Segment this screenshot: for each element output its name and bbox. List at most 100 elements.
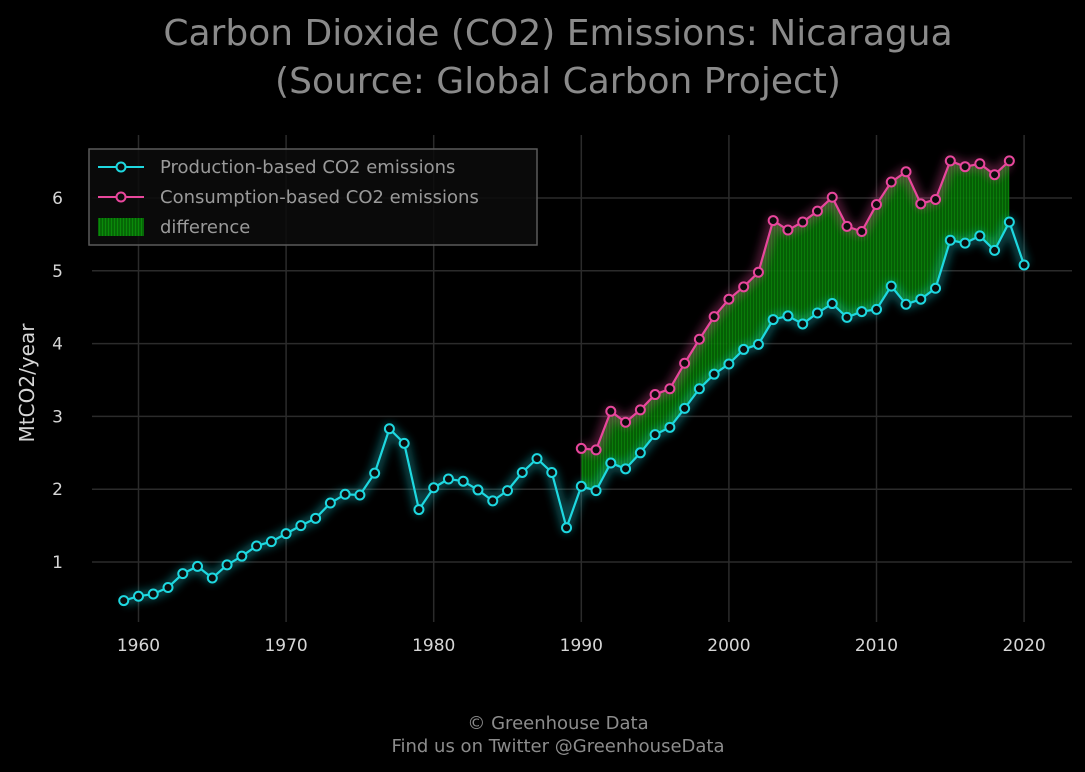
production-point: [561, 522, 573, 534]
production-point: [310, 512, 322, 524]
production-point: [989, 244, 1001, 256]
production-point: [693, 383, 705, 395]
consumption-point: [664, 383, 676, 395]
consumption-point: [944, 155, 956, 167]
legend-difference-swatch: [98, 218, 144, 236]
production-point: [472, 484, 484, 496]
consumption-point: [856, 225, 868, 237]
consumption-point: [797, 216, 809, 228]
production-point: [428, 482, 440, 494]
production-point: [575, 480, 587, 492]
consumption-point: [930, 193, 942, 205]
legend-production-marker: [115, 161, 127, 173]
tick-labels: 1960 1970 1980 1990 2000 2010 2020 1 2 3 4 5 6: [52, 189, 1046, 656]
consumption-point: [752, 266, 764, 278]
production-point: [369, 467, 381, 479]
x-tick-label: 1980: [412, 636, 455, 656]
production-point: [723, 358, 735, 370]
production-point: [118, 595, 130, 607]
production-point: [974, 230, 986, 242]
production-point: [162, 581, 174, 593]
consumption-point: [782, 224, 794, 236]
production-point: [398, 437, 410, 449]
consumption-point: [679, 357, 691, 369]
production-point: [590, 485, 602, 497]
consumption-series: [575, 154, 1015, 456]
production-point: [1003, 216, 1015, 228]
production-point: [295, 520, 307, 532]
y-axis-label: MtCO2/year: [15, 323, 39, 443]
consumption-point: [1003, 155, 1015, 167]
difference-fill: [581, 160, 1010, 491]
legend-production-label: Production-based CO2 emissions: [160, 157, 455, 178]
production-point: [221, 559, 233, 571]
production-point: [885, 280, 897, 292]
chart-title: Carbon Dioxide (CO2) Emissions: Nicaragu…: [163, 13, 952, 54]
consumption-point: [900, 166, 912, 178]
production-point: [280, 528, 292, 540]
consumption-point: [708, 311, 720, 323]
production-point: [826, 298, 838, 310]
consumption-point: [723, 293, 735, 305]
production-point: [634, 447, 646, 459]
production-point: [487, 495, 499, 507]
consumption-point: [841, 220, 853, 232]
production-point: [457, 475, 469, 487]
production-point: [177, 568, 189, 580]
consumption-point: [826, 191, 838, 203]
consumption-point: [634, 404, 646, 416]
footer-copyright: © Greenhouse Data: [467, 713, 648, 734]
production-point: [192, 560, 204, 572]
production-point: [133, 590, 144, 602]
production-point: [944, 234, 956, 246]
production-point: [752, 338, 764, 350]
consumption-point: [974, 158, 986, 170]
legend-consumption-marker: [115, 191, 127, 203]
production-point: [206, 572, 218, 584]
production-point: [147, 588, 159, 600]
production-point: [383, 423, 395, 435]
consumption-point: [590, 444, 602, 456]
x-tick-label: 1960: [117, 636, 160, 656]
production-point: [546, 466, 558, 478]
production-point: [767, 314, 779, 326]
consumption-point: [871, 199, 882, 211]
production-point: [531, 453, 543, 465]
production-point: [649, 429, 661, 441]
production-point: [915, 293, 927, 305]
y-tick-label: 1: [52, 553, 63, 573]
production-point: [620, 463, 632, 475]
consumption-point: [605, 405, 617, 417]
production-point: [442, 473, 454, 485]
consumption-point: [620, 416, 632, 428]
legend-difference-label: difference: [160, 217, 250, 238]
production-point: [265, 536, 277, 548]
production-point: [236, 550, 248, 562]
x-tick-label: 1970: [264, 636, 307, 656]
production-point: [959, 237, 971, 249]
production-point: [841, 311, 853, 323]
production-point: [900, 298, 912, 310]
production-point: [782, 310, 794, 322]
legend-box: [88, 148, 538, 246]
production-point: [856, 306, 868, 318]
production-point: [502, 485, 513, 497]
production-point: [516, 466, 528, 478]
production-point: [664, 421, 676, 433]
x-tick-label: 2010: [855, 636, 898, 656]
production-point: [413, 504, 425, 516]
production-point: [811, 307, 823, 319]
consumption-point: [649, 389, 661, 401]
x-tick-label: 2000: [707, 636, 750, 656]
y-tick-label: 4: [52, 335, 63, 355]
y-tick-label: 6: [52, 189, 63, 209]
production-point: [797, 318, 809, 330]
footer-twitter: Find us on Twitter @GreenhouseData: [391, 736, 724, 757]
x-tick-label: 2020: [1002, 636, 1045, 656]
y-tick-label: 2: [52, 480, 63, 500]
y-tick-label: 5: [52, 262, 63, 282]
consumption-point: [989, 169, 1001, 181]
consumption-point: [915, 198, 927, 210]
consumption-point: [767, 215, 779, 227]
